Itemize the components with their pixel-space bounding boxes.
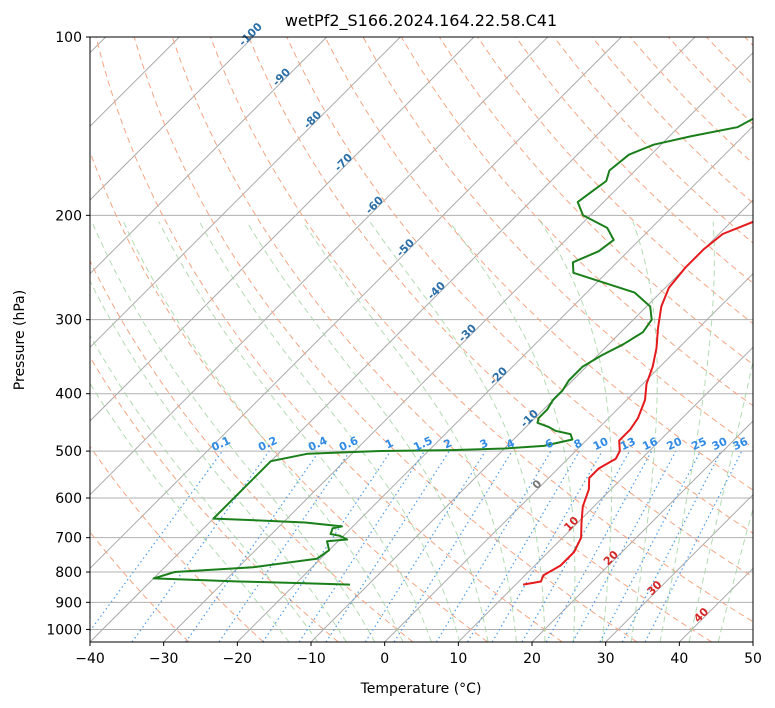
y-axis-label: Pressure (hPa) [12, 290, 28, 390]
isotherm-line [90, 37, 254, 201]
mixing-ratio-label: 36 [731, 435, 751, 453]
x-tick-label: 20 [523, 651, 541, 667]
isotherm-line [384, 272, 753, 642]
mixing-ratio-line [325, 450, 450, 642]
grid-layer [90, 37, 753, 642]
x-axis-label: Temperature (°C) [360, 681, 482, 697]
moist-adiabat [90, 279, 347, 642]
dry-adiabat [90, 259, 414, 642]
dry-adiabat [210, 37, 753, 623]
isotherm-line [605, 493, 753, 642]
mixing-ratio-label: 30 [710, 435, 730, 453]
y-tick-label: 400 [55, 387, 82, 403]
moist-adiabat [246, 221, 489, 642]
dry-adiabat [90, 445, 264, 642]
dry-adiabat [324, 37, 753, 491]
moist-adiabat [630, 221, 658, 642]
mixing-ratio-label: 13 [618, 435, 637, 453]
mixing-ratio-label: 10 [591, 435, 611, 453]
isotherm-line [90, 37, 401, 349]
dry-adiabat [286, 37, 753, 534]
axis-ticks: −40 −30 −20 −10 0 10 20 30 40 50 100 200 300 400 500 60… [46, 30, 762, 667]
chart-title: wetPf2_S166.2024.164.22.58.C41 [285, 11, 557, 31]
dewpoint-profile [152, 117, 753, 586]
mixing-ratio-line [298, 450, 425, 642]
dry-adiabat [515, 37, 753, 284]
x-tick-label: 30 [597, 651, 615, 667]
x-tick-label: −20 [223, 651, 253, 667]
mixing-ratio-label: 25 [689, 435, 708, 453]
mixing-ratio-label: 16 [640, 435, 660, 453]
moist-adiabat [449, 221, 576, 642]
y-tick-label: 800 [55, 565, 82, 581]
moist-adiabat [659, 221, 715, 642]
x-tick-label: 10 [449, 651, 467, 667]
mixing-ratio-label: 20 [665, 435, 685, 453]
moist-adiabat [369, 221, 546, 642]
y-tick-label: 1000 [46, 622, 82, 638]
x-tick-label: 50 [744, 651, 762, 667]
dry-adiabat [248, 37, 753, 578]
mixing-ratio-line [364, 450, 486, 642]
isotherm-line [90, 37, 622, 570]
mixing-ratio-line [393, 450, 513, 642]
mixing-ratio-line [521, 450, 631, 642]
isotherm-line [531, 420, 753, 642]
mixing-ratio-line [435, 450, 552, 642]
mixing-ratio-line [545, 450, 653, 642]
plot-area [90, 37, 753, 642]
moist-adiabat [302, 221, 517, 642]
isotherm-line [90, 37, 549, 496]
plot-frame [89, 36, 754, 643]
moist-adiabat [90, 382, 290, 642]
dry-adiabat [95, 37, 563, 642]
x-tick-label: −10 [296, 651, 326, 667]
moist-adiabat [91, 221, 376, 642]
mixing-ratio-line [572, 450, 677, 642]
moist-adiabat [122, 221, 404, 642]
dry-adiabat [171, 37, 712, 642]
series-layer [152, 117, 753, 586]
moist-adiabat [540, 221, 613, 642]
y-tick-label: 600 [55, 491, 82, 507]
temperature-profile [522, 220, 753, 586]
mixing-ratio-line [185, 450, 320, 642]
y-tick-label: 300 [55, 313, 82, 329]
mixing-ratio-line [131, 450, 270, 642]
x-tick-label: −30 [149, 651, 179, 667]
moist-adiabat [158, 221, 432, 642]
y-tick-label: 500 [55, 444, 82, 460]
y-tick-label: 200 [55, 208, 82, 224]
x-tick-label: 0 [380, 651, 389, 667]
isotherm-line [90, 37, 475, 422]
x-tick-label: 40 [670, 651, 688, 667]
y-tick-label: 700 [55, 531, 82, 547]
mixing-ratio-line [466, 450, 580, 642]
mixing-ratio-line [491, 450, 603, 642]
x-tick-label: −40 [75, 651, 105, 667]
moist-adiabat [688, 358, 753, 642]
isotherm-line [457, 346, 753, 642]
y-tick-label: 100 [55, 30, 82, 46]
y-tick-label: 900 [55, 595, 82, 611]
isotherm-line [163, 51, 753, 642]
isotherm-line [90, 37, 696, 642]
isotherm-line [90, 37, 328, 275]
moist-adiabat [199, 221, 461, 642]
